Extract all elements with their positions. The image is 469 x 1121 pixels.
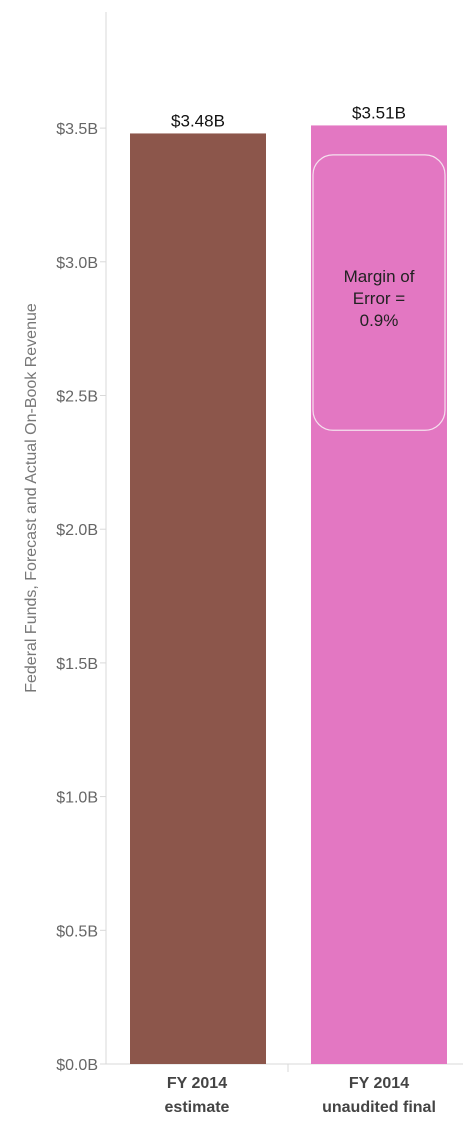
y-tick-label: $3.5B [56, 121, 98, 138]
annotation-text: Margin of [344, 267, 415, 286]
data-label: $3.48B [171, 111, 225, 130]
y-ticks: $0.0B $0.5B $1.0B $1.5B $2.0B $2.5B $3.0B $3.5B [56, 121, 106, 1074]
y-tick-label: $1.0B [56, 790, 98, 807]
bar [130, 133, 266, 1064]
x-category-labels: FY 2014 estimate FY 2014 unaudited final [165, 1075, 436, 1116]
annotation-text: Error = [353, 289, 406, 308]
x-category-label: unaudited final [322, 1099, 436, 1116]
x-category-label: FY 2014 [167, 1075, 227, 1092]
y-tick-label: $0.0B [56, 1057, 98, 1074]
annotation-text: 0.9% [360, 311, 399, 330]
x-category-label: estimate [165, 1099, 230, 1116]
data-labels: $3.48B $3.51B [171, 103, 406, 130]
x-category-label: FY 2014 [349, 1075, 409, 1092]
y-tick-label: $3.0B [56, 255, 98, 272]
bar [311, 125, 447, 1064]
margin-of-error-annotation: Margin of Error = 0.9% [312, 154, 446, 431]
annotation-box [312, 154, 446, 431]
y-tick-label: $1.5B [56, 656, 98, 673]
y-axis-label: Federal Funds, Forecast and Actual On-Bo… [23, 303, 40, 693]
data-label: $3.51B [352, 103, 406, 122]
bars [130, 125, 447, 1064]
y-tick-label: $2.5B [56, 389, 98, 406]
y-tick-label: $0.5B [56, 923, 98, 940]
y-tick-label: $2.0B [56, 522, 98, 539]
